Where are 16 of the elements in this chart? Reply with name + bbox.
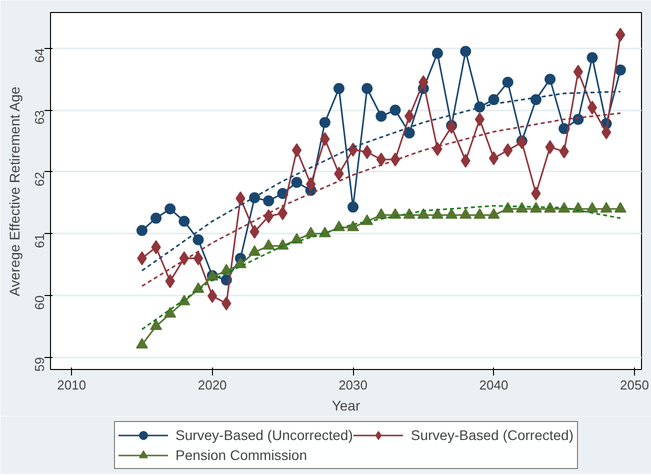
x-tick-label: 2010 xyxy=(57,378,86,392)
y-tick-label: 64 xyxy=(32,48,47,63)
x-tick-label: 2020 xyxy=(198,378,227,392)
y-tick-label: 60 xyxy=(32,295,47,310)
y-tick-label: 61 xyxy=(32,234,47,248)
x-tick-label: 2050 xyxy=(620,378,649,392)
x-axis-title: Year xyxy=(332,398,360,414)
legend-label: Survey-Based (Corrected) xyxy=(410,427,574,443)
legend-label: Survey-Based (Uncorrected) xyxy=(175,427,353,443)
y-tick-label: 62 xyxy=(32,172,47,186)
y-tick-label: 63 xyxy=(32,110,47,125)
x-tick-label: 2040 xyxy=(479,378,508,392)
y-axis-title: Averege Effective Retirement Age xyxy=(6,86,22,296)
legend-label: Pension Commission xyxy=(175,447,307,463)
y-tick-label: 59 xyxy=(32,357,47,372)
x-tick-label: 2030 xyxy=(338,378,368,392)
